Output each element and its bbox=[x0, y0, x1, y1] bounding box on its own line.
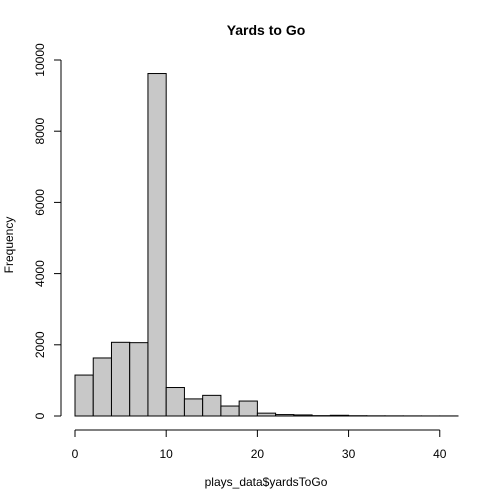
y-tick-label: 0 bbox=[33, 412, 47, 419]
y-tick-label: 2000 bbox=[33, 331, 47, 358]
x-tick-label: 40 bbox=[433, 447, 447, 461]
y-tick-label: 4000 bbox=[33, 260, 47, 287]
chart-title: Yards to Go bbox=[227, 22, 306, 38]
x-tick-label: 20 bbox=[251, 447, 265, 461]
y-tick-label: 6000 bbox=[33, 189, 47, 216]
histogram-bar bbox=[74, 374, 94, 417]
histogram-bar bbox=[202, 394, 222, 417]
histogram-bar bbox=[129, 342, 149, 417]
histogram-bar bbox=[110, 341, 131, 417]
histogram-bar bbox=[183, 398, 204, 417]
x-tick-label: 10 bbox=[160, 447, 174, 461]
x-axis-label: plays_data$yardsToGo bbox=[205, 475, 328, 489]
histogram-bar bbox=[329, 414, 350, 417]
histogram-bar bbox=[147, 73, 167, 417]
histogram-bar bbox=[256, 412, 277, 417]
y-axis-label: Frequency bbox=[2, 217, 16, 274]
y-tick-label: 10000 bbox=[33, 43, 47, 77]
bars-group bbox=[74, 73, 459, 417]
y-axis: 0 2000 4000 6000 8000 10000 bbox=[33, 43, 62, 419]
x-tick-label: 0 bbox=[72, 447, 79, 461]
histogram-bar bbox=[92, 357, 112, 417]
x-axis: 0 10 20 30 40 bbox=[72, 429, 447, 461]
histogram-bar bbox=[275, 414, 295, 417]
histogram-bar bbox=[238, 400, 258, 417]
histogram-bar bbox=[293, 414, 313, 417]
x-tick-label: 30 bbox=[342, 447, 356, 461]
histogram-bar bbox=[165, 387, 185, 417]
y-tick-label: 8000 bbox=[33, 118, 47, 145]
histogram-bar bbox=[220, 405, 240, 417]
